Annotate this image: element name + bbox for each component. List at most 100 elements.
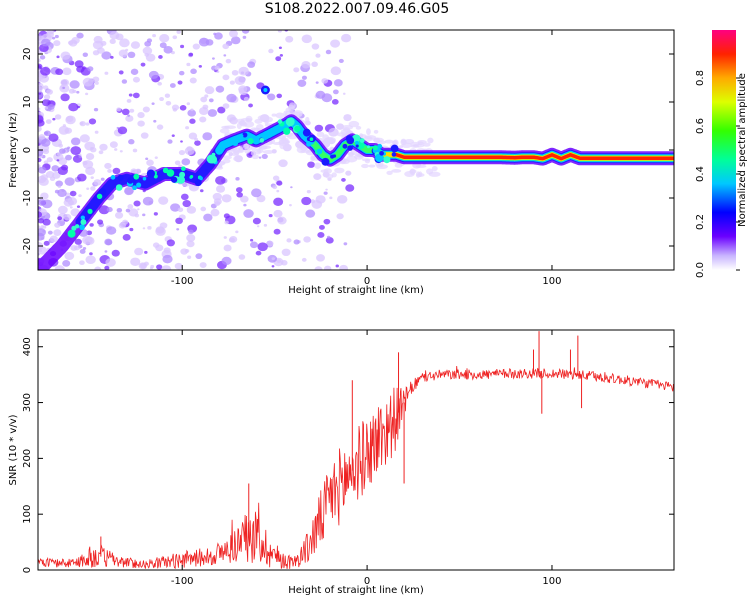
spectrogram-noise-cell	[401, 139, 406, 144]
spectrogram-noise-cell	[200, 96, 208, 103]
colorbar-tick-label: 0.2	[695, 214, 706, 230]
spectrogram-noise-cell	[152, 34, 156, 38]
spectrogram-noise-cell	[54, 114, 62, 120]
spectrogram-ridge-band-5	[393, 153, 674, 161]
spectrogram-noise-cell	[127, 114, 131, 117]
spectrogram-noise-cell	[137, 208, 140, 211]
spectrogram-noise-cell	[64, 127, 73, 134]
spectrogram-noise-cell	[110, 55, 114, 59]
spectrogram-noise-cell	[39, 55, 46, 60]
spectrogram-noise-cell	[130, 41, 141, 49]
spectrogram-noise-cell	[106, 226, 117, 235]
spectrogram-ridge-node	[96, 193, 103, 200]
spectrogram-noise-cell	[70, 137, 81, 146]
spectrogram-noise-cell	[243, 203, 247, 207]
spectrogram-noise-cell	[85, 92, 89, 96]
spectrogram-noise-cell	[305, 209, 316, 218]
spectrogram-noise-cell	[129, 227, 134, 232]
spectrogram-noise-cell	[180, 248, 189, 255]
spectrogram-noise-cell	[272, 175, 280, 181]
spectrogram-noise-cell	[44, 130, 51, 137]
spectrogram-noise-cell	[46, 157, 53, 163]
spectrogram-noise-cell	[104, 162, 112, 170]
spectrogram-blob-core	[263, 88, 268, 92]
spectrogram-noise-cell	[41, 138, 51, 147]
spectrogram-noise-cell	[243, 209, 254, 218]
spectrogram-noise-cell	[341, 33, 352, 43]
snr-series-line	[38, 365, 674, 570]
spectrogram-noise-cell	[60, 93, 70, 102]
spectrogram-ridge-node	[206, 154, 216, 164]
spectrogram-noise-cell	[277, 216, 287, 225]
spectrogram-noise-cell	[255, 250, 262, 256]
spectrogram-noise-cell	[54, 34, 59, 39]
spectrogram-noise-cell	[116, 207, 123, 213]
spectrogram-noise-cell	[169, 83, 176, 88]
spectrogram-noise-cell	[114, 211, 124, 219]
spectrogram-noise-cell	[72, 89, 77, 94]
spectrogram-noise-cell	[119, 38, 130, 48]
spectrogram-noise-cell	[278, 46, 282, 50]
spectrogram-noise-cell	[336, 194, 348, 204]
spectrogram-noise-cell	[222, 74, 230, 81]
spectrogram-noise-cell	[332, 89, 339, 95]
spectrogram-ridge-node	[110, 175, 116, 180]
spectrogram-noise-cell	[216, 185, 226, 193]
spectrogram-noise-cell	[319, 224, 325, 230]
spectrogram-noise-cell	[364, 159, 371, 164]
spectrogram-noise-cell	[345, 184, 355, 192]
spectrogram-ridge-node	[294, 125, 301, 132]
spectrogram-ridge-node	[242, 132, 248, 138]
spectrogram-noise-cell	[137, 120, 145, 127]
spectrogram-noise-cell	[233, 149, 240, 156]
spectrogram-noise-cell	[355, 125, 362, 130]
spectrogram-noise-cell	[62, 124, 66, 127]
spectrogram-noise-cell	[161, 265, 172, 270]
spectrogram-noise-cell	[242, 144, 249, 150]
spectrogram-noise-cell	[46, 89, 53, 95]
spectrogram-noise-cell	[186, 102, 191, 106]
spectrogram-ridge-node	[239, 134, 244, 138]
spectrogram-noise-cell	[278, 159, 288, 168]
spectrogram-noise-cell	[285, 35, 294, 43]
colorbar-tick-label: 0.6	[695, 118, 706, 134]
spectrogram-noise-cell	[275, 112, 285, 119]
spectrogram-noise-cell	[47, 103, 55, 110]
spectrogram-noise-cell	[180, 193, 189, 201]
spectrogram-ridge-node	[247, 137, 254, 145]
spectrogram-ridge-node	[352, 134, 361, 143]
spectrogram-ridge-node	[379, 150, 384, 156]
spectrogram-noise-cell	[315, 53, 321, 58]
spectrogram-ridge-node	[316, 148, 323, 155]
spectrogram-noise-cell	[225, 58, 232, 64]
spectrogram-noise-cell	[111, 249, 120, 257]
x-tick-label: 0	[364, 576, 370, 587]
spectrogram-noise-cell	[325, 173, 334, 179]
spectrogram-ridge-node	[189, 174, 194, 179]
spectrogram-noise-cell	[158, 196, 169, 205]
spectrogram-noise-cell	[301, 34, 313, 44]
spectrogram-noise-cell	[311, 43, 320, 50]
y-tick-label: 10	[22, 96, 33, 109]
spectrogram-noise-cell	[70, 245, 78, 251]
spectrogram-noise-cell	[188, 132, 198, 140]
spectrogram-noise-cell	[178, 150, 186, 156]
spectrogram-noise-cell	[306, 189, 311, 194]
spectrogram-noise-cell	[202, 132, 213, 141]
spectrogram-noise-cell	[208, 98, 214, 103]
spectrogram-noise-cell	[128, 93, 133, 97]
spectrogram-noise-cell	[231, 69, 239, 76]
spectrogram-noise-cell	[185, 126, 190, 130]
snr-spikes	[100, 331, 583, 557]
spectrogram-ridge-node	[277, 119, 283, 124]
spectrogram-noise-cell	[77, 173, 87, 182]
spectrogram-noise-cell	[132, 76, 140, 83]
spectrogram-noise-cell	[268, 213, 273, 218]
spectrogram-ridge-node	[127, 177, 134, 184]
spectrogram-noise-cell	[342, 92, 346, 95]
spectrogram-ridge-node	[117, 174, 124, 181]
spectrogram-noise-cell	[182, 199, 192, 208]
spectrogram-noise-cell	[97, 219, 104, 225]
spectrogram-noise-cell	[297, 79, 307, 87]
